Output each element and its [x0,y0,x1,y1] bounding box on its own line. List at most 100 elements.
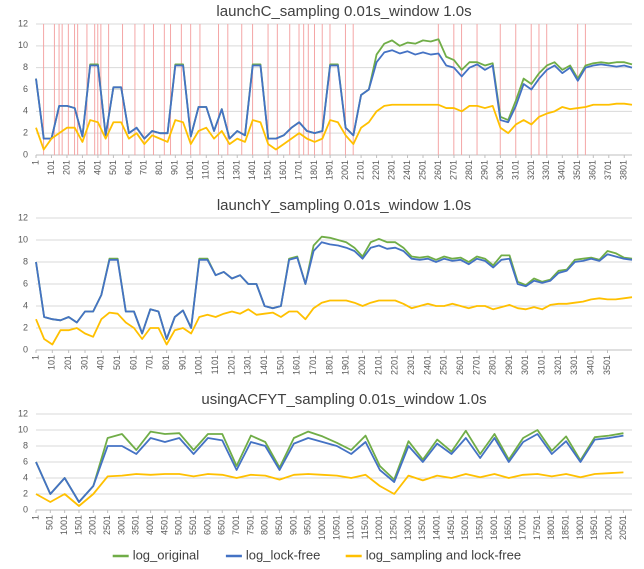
chart-title: launchY_sampling 0.01s_window 1.0s [217,197,471,214]
y-tick-label: 6 [23,456,28,466]
x-tick-label: 2401 [422,355,432,375]
x-tick-label: 2201 [390,355,400,375]
x-tick-label: 2601 [433,160,443,180]
x-tick-label: 9501 [303,515,313,535]
chart-title: launchC_sampling 0.01s_window 1.0s [216,3,471,20]
x-tick-label: 14501 [446,515,456,540]
x-tick-label: 601 [128,355,138,370]
legend-label: log_sampling and lock-free [366,547,521,562]
x-tick-label: 3701 [603,160,613,180]
chart-panel: launchC_sampling 0.01s_window 1.0s 0 2 4 6 8 1… [18,3,633,180]
x-tick-label: 2201 [371,160,381,180]
x-tick-label: 2001 [88,515,98,535]
x-tick-label: 3201 [526,160,536,180]
y-tick-label: 10 [18,424,28,434]
x-tick-label: 1201 [216,160,226,180]
series-line [35,241,633,340]
x-tick-label: 3301 [541,160,551,180]
series-line [35,235,633,340]
x-tick-label: 6001 [202,515,212,535]
y-tick-label: 2 [23,322,28,332]
y-tick-label: 8 [23,440,28,450]
x-tick-label: 9001 [288,515,298,535]
x-tick-label: 401 [96,355,106,370]
x-tick-label: 12501 [389,515,399,540]
x-tick-label: 3301 [569,355,579,375]
x-tick-label: 4001 [145,515,155,535]
x-tick-label: 2501 [417,160,427,180]
x-tick-label: 11001 [346,515,356,539]
x-tick-label: 8001 [260,515,270,535]
x-tick-label: 301 [79,355,89,370]
chart-panel: usingACFYT_sampling 0.01s_window 1.0s 0 2 4… [18,391,632,540]
x-tick-label: 1001 [59,515,69,535]
x-tick-label: 3101 [537,355,547,375]
y-tick-label: 6 [23,278,28,288]
x-tick-label: 1 [30,355,40,360]
x-tick-label: 1901 [325,160,335,180]
y-tick-label: 2 [23,128,28,138]
y-tick-label: 2 [23,488,28,498]
x-tick-label: 3401 [586,355,596,375]
legend-label: log_original [133,547,200,562]
x-tick-label: 1 [30,160,40,165]
x-tick-label: 2301 [406,355,416,375]
x-tick-label: 15501 [475,515,485,540]
x-tick-label: 1601 [292,355,302,375]
x-tick-label: 3801 [619,160,629,180]
x-tick-label: 2601 [455,355,465,375]
x-tick-label: 2001 [357,355,367,375]
x-tick-label: 601 [123,160,133,175]
x-tick-label: 1701 [294,160,304,180]
series-line [35,49,633,140]
x-tick-label: 801 [154,160,164,175]
x-tick-label: 501 [45,515,55,530]
x-tick-label: 1 [30,515,40,520]
x-tick-label: 3001 [520,355,530,375]
x-tick-label: 701 [145,355,155,370]
x-tick-label: 1501 [73,515,83,535]
x-tick-label: 1201 [226,355,236,375]
x-tick-label: 2701 [471,355,481,375]
y-tick-label: 4 [23,106,28,116]
y-tick-label: 10 [18,234,28,244]
x-tick-label: 801 [161,355,171,370]
y-tick-label: 12 [18,18,28,28]
x-tick-label: 7501 [245,515,255,535]
x-tick-label: 2501 [102,515,112,535]
x-tick-label: 11501 [360,515,370,539]
x-tick-label: 101 [46,160,56,175]
x-tick-label: 17001 [518,515,528,540]
series-line [35,296,633,346]
x-tick-label: 1001 [194,355,204,375]
series-line [35,471,624,507]
series-line [35,38,633,140]
legend-label: log_lock-free [246,547,320,562]
x-tick-label: 4501 [159,515,169,535]
y-tick-label: 12 [18,212,28,222]
x-tick-label: 3601 [588,160,598,180]
x-tick-label: 2801 [488,355,498,375]
x-tick-label: 2801 [464,160,474,180]
x-tick-label: 1901 [341,355,351,375]
legend: log_original log_lock-free log_sampling an… [112,547,521,562]
x-tick-label: 15001 [460,515,470,540]
x-tick-label: 1001 [185,160,195,180]
x-tick-label: 18501 [560,515,570,540]
x-tick-label: 17501 [532,515,542,540]
x-tick-label: 1601 [278,160,288,180]
series-line [35,429,624,503]
x-tick-label: 2101 [355,160,365,180]
x-tick-label: 1501 [263,160,273,180]
x-tick-label: 7001 [231,515,241,535]
x-tick-label: 2001 [340,160,350,180]
x-tick-label: 2901 [479,160,489,180]
x-tick-label: 1301 [232,160,242,180]
x-tick-label: 18001 [546,515,556,540]
x-tick-label: 19001 [575,515,585,540]
x-tick-label: 1101 [201,160,211,179]
series-line [35,433,624,503]
x-tick-label: 501 [108,160,118,175]
y-tick-label: 0 [23,344,28,354]
x-tick-label: 3501 [602,355,612,375]
